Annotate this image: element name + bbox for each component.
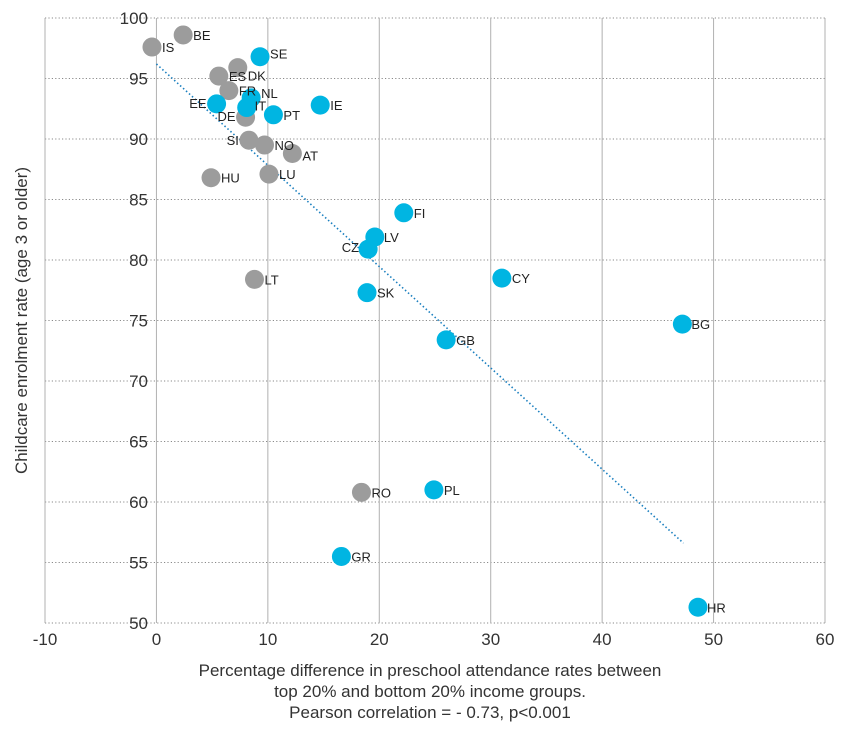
data-point-se	[250, 47, 270, 67]
point-label-nl: NL	[261, 86, 278, 101]
data-point-gr	[331, 546, 351, 566]
data-point-cz	[358, 239, 378, 259]
y-tick-label: 75	[129, 312, 148, 331]
data-point-hu	[201, 168, 221, 188]
x-tick-label: 50	[704, 630, 723, 649]
point-label-fi: FI	[414, 206, 426, 221]
point-label-is: IS	[162, 40, 175, 55]
y-tick-label: 85	[129, 191, 148, 210]
x-tick-label: 40	[593, 630, 612, 649]
x-axis-title-line: Percentage difference in preschool atten…	[199, 661, 662, 680]
point-label-ro: RO	[371, 485, 391, 500]
y-tick-label: 95	[129, 70, 148, 89]
data-point-si	[239, 130, 259, 150]
point-label-hu: HU	[221, 171, 240, 186]
point-label-si: SI	[227, 133, 239, 148]
x-tick-label: 10	[258, 630, 277, 649]
point-label-lt: LT	[264, 272, 278, 287]
point-label-dk: DK	[248, 69, 266, 84]
point-label-it: IT	[255, 99, 267, 114]
point-label-gr: GR	[351, 549, 371, 564]
point-label-fr: FR	[239, 84, 256, 99]
data-point-no	[255, 135, 275, 155]
x-axis-title-line: Pearson correlation = - 0.73, p<0.001	[289, 703, 571, 722]
point-label-se: SE	[270, 47, 288, 62]
axis-titles-layer: Percentage difference in preschool atten…	[12, 167, 661, 722]
data-point-pt	[263, 105, 283, 125]
data-point-fi	[394, 203, 414, 223]
point-label-ie: IE	[330, 98, 343, 113]
x-tick-label: 30	[481, 630, 500, 649]
y-axis-title: Childcare enrolment rate (age 3 or older…	[12, 167, 31, 474]
data-point-is	[142, 37, 162, 57]
point-label-pl: PL	[444, 483, 460, 498]
point-label-pt: PT	[283, 108, 300, 123]
tick-labels-layer: 50 55 60 65 70 75 80 85 90 95 100 -10 0 10 20 30 40 50 60	[33, 9, 835, 649]
trendline	[155, 63, 685, 544]
trendline-layer	[155, 63, 685, 544]
data-point-pl	[424, 480, 444, 500]
data-point-lu	[259, 164, 279, 184]
point-label-lu: LU	[279, 167, 296, 182]
y-tick-label: 60	[129, 493, 148, 512]
x-tick-label: 20	[370, 630, 389, 649]
y-tick-label: 90	[129, 130, 148, 149]
y-tick-label: 50	[129, 614, 148, 633]
point-label-bg: BG	[691, 317, 710, 332]
y-tick-label: 100	[120, 9, 148, 28]
point-label-hr: HR	[707, 600, 726, 615]
point-label-lv: LV	[384, 230, 399, 245]
data-point-dk	[228, 58, 248, 78]
point-label-no: NO	[275, 138, 295, 153]
data-point-hr	[688, 597, 708, 617]
point-label-ee: EE	[189, 96, 207, 111]
grid-layer	[44, 17, 826, 624]
data-point-es	[209, 66, 229, 86]
x-tick-label: 60	[816, 630, 835, 649]
data-point-fr	[219, 81, 239, 101]
data-point-at	[282, 144, 302, 164]
point-label-be: BE	[193, 28, 211, 43]
y-tick-label: 80	[129, 251, 148, 270]
data-point-gb	[436, 330, 456, 350]
data-point-ro	[351, 482, 371, 502]
point-label-es: ES	[229, 69, 247, 84]
points-layer	[142, 25, 708, 617]
point-label-sk: SK	[377, 286, 395, 301]
data-point-be	[173, 25, 193, 45]
data-point-ie	[310, 95, 330, 115]
x-tick-label: -10	[33, 630, 58, 649]
data-point-it	[237, 98, 257, 118]
y-tick-label: 70	[129, 372, 148, 391]
point-label-cz: CZ	[342, 240, 359, 255]
point-label-at: AT	[302, 149, 318, 164]
point-label-gb: GB	[456, 333, 475, 348]
x-tick-label: 0	[152, 630, 161, 649]
data-point-cy	[492, 268, 512, 288]
point-label-de: DE	[218, 109, 236, 124]
x-axis-title-line: top 20% and bottom 20% income groups.	[274, 682, 586, 701]
data-point-ee	[207, 94, 227, 114]
data-point-lt	[244, 269, 264, 289]
data-point-bg	[672, 314, 692, 334]
y-tick-label: 65	[129, 433, 148, 452]
data-point-sk	[357, 283, 377, 303]
point-label-cy: CY	[512, 271, 530, 286]
y-tick-label: 55	[129, 554, 148, 573]
